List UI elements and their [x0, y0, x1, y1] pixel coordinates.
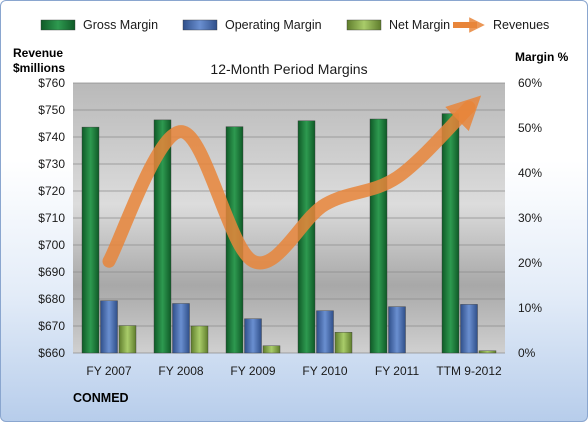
- operating-margin-bar: [244, 318, 262, 354]
- right-axis-title: Margin %: [515, 50, 569, 64]
- gross-margin-bar: [153, 119, 172, 354]
- operating-margin-bar: [316, 310, 334, 354]
- category-label: TTM 9-2012: [436, 364, 502, 378]
- right-tick-label: 40%: [518, 166, 542, 180]
- left-tick-label: $700: [38, 238, 65, 252]
- category-label: FY 2007: [86, 364, 131, 378]
- left-axis-title-line2: $millions: [13, 61, 65, 75]
- legend-label: Operating Margin: [225, 18, 322, 32]
- category-label: FY 2008: [158, 364, 203, 378]
- gross-margin-bar: [81, 126, 100, 354]
- net-margin-bar: [334, 332, 353, 354]
- gross-margin-bar: [441, 113, 460, 354]
- left-tick-label: $660: [38, 346, 65, 360]
- left-tick-label: $760: [38, 76, 65, 90]
- x-axis-ticks: FY 2007 FY 2008 FY 2009 FY 2010 FY 2011 TTM 9…: [86, 364, 502, 378]
- legend-item-gross-margin: Gross Margin: [40, 18, 158, 32]
- net-margin-bar: [262, 345, 281, 354]
- legend-label: Revenues: [493, 18, 549, 32]
- legend-item-operating-margin: Operating Margin: [182, 18, 322, 32]
- left-axis-ticks: $660 $670 $680 $690 $700 $710 $720 $730 $740 $750…: [38, 76, 65, 360]
- revenues-line: [102, 95, 482, 270]
- left-axis-title-line1: Revenue: [13, 46, 63, 60]
- legend-swatch: [40, 19, 76, 31]
- legend-label: Net Margin: [389, 18, 450, 32]
- chart-legend: Gross Margin Operating Margin Net Margin Re…: [40, 17, 549, 33]
- operating-margin-bar: [100, 300, 118, 354]
- chart-title: 12-Month Period Margins: [210, 61, 367, 77]
- left-tick-label: $710: [38, 211, 65, 225]
- legend-item-revenues: Revenues: [453, 17, 549, 33]
- left-tick-label: $670: [38, 319, 65, 333]
- right-tick-label: 20%: [518, 256, 542, 270]
- revenue-line: [102, 95, 482, 270]
- right-tick-label: 50%: [518, 121, 542, 135]
- legend-swatch: [182, 19, 218, 31]
- right-tick-label: 60%: [518, 76, 542, 90]
- gross-margin-bar: [369, 118, 388, 354]
- legend-label: Gross Margin: [83, 18, 158, 32]
- operating-margin-bar: [460, 304, 478, 354]
- category-label: FY 2011: [375, 364, 420, 378]
- right-axis-ticks: 0% 10% 20% 30% 40% 50% 60%: [518, 76, 542, 360]
- left-tick-label: $690: [38, 265, 65, 279]
- category-label: FY 2009: [230, 364, 275, 378]
- bars: [81, 113, 497, 354]
- left-tick-label: $730: [38, 157, 65, 171]
- net-margin-bar: [190, 325, 209, 354]
- left-tick-label: $720: [38, 184, 65, 198]
- net-margin-bar: [478, 350, 497, 354]
- legend-swatch: [346, 19, 382, 31]
- operating-margin-bar: [172, 303, 190, 354]
- left-tick-label: $750: [38, 103, 65, 117]
- left-tick-label: $680: [38, 292, 65, 306]
- left-tick-label: $740: [38, 130, 65, 144]
- company-name: CONMED: [73, 391, 129, 405]
- legend-item-net-margin: Net Margin: [346, 18, 450, 32]
- net-margin-bar: [118, 325, 137, 354]
- operating-margin-bar: [388, 306, 406, 354]
- category-label: FY 2010: [302, 364, 347, 378]
- right-tick-label: 0%: [518, 346, 536, 360]
- right-tick-label: 30%: [518, 211, 542, 225]
- right-tick-label: 10%: [518, 301, 542, 315]
